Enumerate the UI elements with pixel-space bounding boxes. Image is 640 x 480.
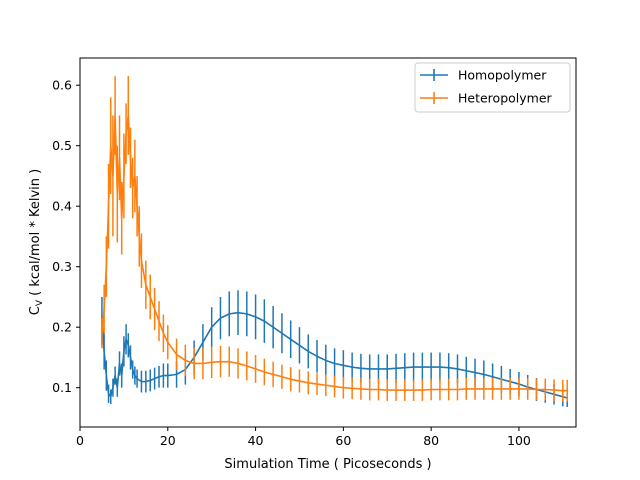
- line-homopolymer: [101, 311, 568, 399]
- x-tick-label: 40: [248, 433, 264, 448]
- x-tick-label: 80: [423, 433, 439, 448]
- y-axis-label-main: C: [28, 306, 43, 315]
- y-axis: 0.1 0.2 0.3 0.4 0.5 0.6: [52, 78, 80, 395]
- x-tick-label: 0: [76, 433, 84, 448]
- x-tick-label: 20: [160, 433, 176, 448]
- y-tick-label: 0.2: [52, 320, 72, 335]
- y-tick-label: 0.1: [52, 380, 72, 395]
- x-axis-label: Simulation Time ( Picoseconds ): [224, 457, 431, 472]
- y-tick-label: 0.5: [52, 138, 72, 153]
- legend-entry-homopolymer: Homopolymer: [420, 68, 547, 83]
- plot-area-frame: [79, 57, 577, 428]
- y-axis-label: CV ( kcal/mol * Kelvin ): [28, 169, 45, 315]
- y-axis-label-subscript: V: [35, 299, 45, 306]
- y-axis-label-rest: ( kcal/mol * Kelvin ): [28, 169, 43, 300]
- line-heteropolymer: [101, 114, 568, 392]
- x-axis: 0 20 40 60 80 100: [76, 427, 531, 448]
- legend-label-heteropolymer: Heteropolymer: [458, 91, 553, 106]
- x-tick-label: 100: [507, 433, 531, 448]
- legend-label-homopolymer: Homopolymer: [458, 68, 547, 83]
- y-tick-label: 0.6: [52, 78, 72, 93]
- legend-entry-heteropolymer: Heteropolymer: [420, 91, 553, 106]
- y-tick-label: 0.3: [52, 259, 72, 274]
- series-heteropolymer: [101, 76, 568, 402]
- x-tick-label: 60: [335, 433, 351, 448]
- y-tick-label: 0.4: [52, 199, 72, 214]
- series-layer: [101, 76, 568, 408]
- legend-box: [414, 62, 571, 113]
- legend: Homopolymer Heteropolymer: [414, 62, 571, 113]
